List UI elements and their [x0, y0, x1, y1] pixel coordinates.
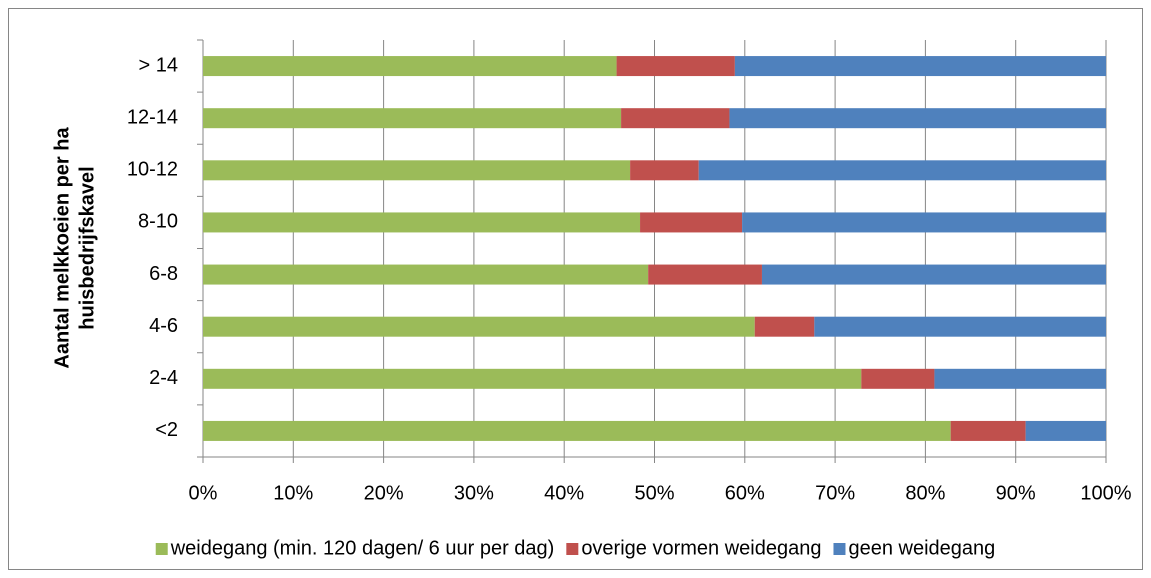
legend-swatch	[566, 543, 579, 555]
x-tick-label: 20%	[364, 482, 404, 504]
y-tick-label: 2-4	[149, 367, 178, 389]
x-tick-label: 0%	[189, 482, 218, 504]
y-tick-label: 8-10	[138, 211, 178, 233]
y-tick-label: 4-6	[149, 315, 178, 337]
legend-label: geen weidegang	[848, 537, 995, 559]
bar-segment	[934, 368, 1106, 389]
bar-segment	[734, 56, 1106, 77]
bar-segment	[203, 368, 862, 389]
bar-segment	[616, 56, 735, 77]
bar-segment	[203, 56, 617, 77]
x-tick-label: 30%	[454, 482, 494, 504]
bar-segment	[814, 316, 1106, 337]
x-tick-label: 60%	[725, 482, 765, 504]
bar-segment	[729, 108, 1106, 129]
x-tick-label: 80%	[905, 482, 945, 504]
x-tick-label: 90%	[996, 482, 1036, 504]
x-tick-label: 70%	[815, 482, 855, 504]
x-tick-label: 40%	[544, 482, 584, 504]
bar-segment	[698, 160, 1106, 181]
bar-segment	[950, 420, 1026, 441]
bar-segment	[203, 160, 631, 181]
bar-segment	[203, 264, 649, 285]
y-tick-label: 10-12	[127, 159, 178, 181]
bar-segment	[621, 108, 730, 129]
y-tick-label: 12-14	[127, 106, 178, 128]
bar-segment	[761, 264, 1106, 285]
x-tick-label: 100%	[1080, 482, 1131, 504]
legend-swatch	[155, 543, 168, 555]
x-tick-label: 50%	[634, 482, 674, 504]
bar-segment	[648, 264, 762, 285]
y-tick-label: > 14	[139, 54, 178, 76]
bar-segment	[203, 108, 622, 129]
y-axis-title: huisbedrijfskavel	[76, 166, 98, 329]
bar-segment	[742, 212, 1106, 233]
bar-segment	[203, 316, 755, 337]
bar-segment	[203, 420, 951, 441]
bar-segment	[203, 212, 641, 233]
bar-segment	[640, 212, 743, 233]
y-tick-label: 6-8	[149, 263, 178, 285]
bar-segment	[630, 160, 699, 181]
y-tick-label: <2	[155, 419, 178, 441]
y-axis-title: Aantal melkkoeien per ha	[51, 127, 73, 369]
bar-segment	[1025, 420, 1106, 441]
bar-segment	[754, 316, 815, 337]
legend-swatch	[833, 543, 846, 555]
bar-segment	[861, 368, 935, 389]
x-tick-label: 10%	[273, 482, 313, 504]
legend-label: overige vormen weidegang	[581, 537, 821, 559]
chart-border	[8, 8, 1143, 570]
legend-label: weidegang (min. 120 dagen/ 6 uur per dag…	[170, 537, 555, 559]
